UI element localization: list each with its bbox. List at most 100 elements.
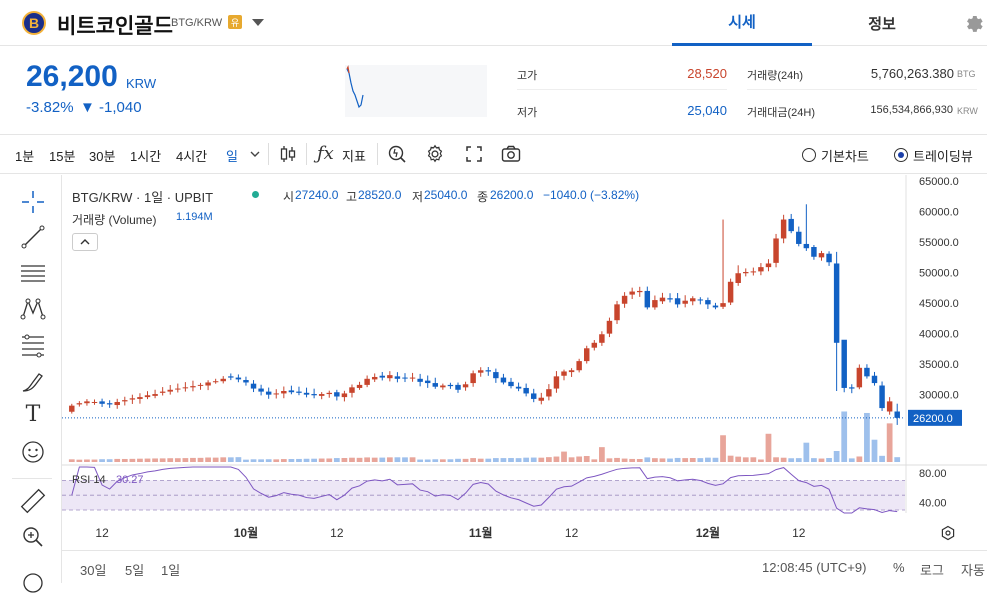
volume-bar bbox=[712, 457, 719, 462]
volume-bar bbox=[386, 457, 393, 462]
high-value: 28,520 bbox=[687, 66, 727, 81]
candle-body bbox=[379, 375, 385, 378]
volume-bar bbox=[621, 458, 628, 462]
bitcoin-gold-logo-icon: B bbox=[22, 11, 46, 35]
candle-body bbox=[288, 390, 295, 393]
log-toggle[interactable]: 로그 bbox=[920, 563, 944, 578]
brush-icon[interactable] bbox=[19, 367, 47, 395]
timeframe-1m[interactable]: 1분 bbox=[15, 149, 35, 164]
volume-bar bbox=[833, 451, 840, 462]
chevron-down-icon[interactable] bbox=[248, 147, 262, 161]
volume-bar bbox=[447, 459, 454, 462]
range-30d[interactable]: 30일 bbox=[80, 563, 107, 578]
header-bar: B 비트코인골드 BTG/KRW 유 시세 정보 bbox=[0, 0, 987, 46]
candle-body bbox=[341, 393, 348, 398]
amount-unit: KRW bbox=[957, 106, 978, 116]
volume-bar bbox=[220, 457, 227, 462]
price-chart[interactable]: 65000.0 60000.0 55000.0 50000.0 45000.0 40000… bbox=[62, 175, 987, 550]
volume-bar bbox=[538, 457, 545, 462]
fullscreen-icon[interactable] bbox=[463, 143, 485, 165]
gear-icon[interactable] bbox=[424, 143, 446, 165]
candle-body bbox=[447, 384, 454, 387]
volume-bar bbox=[318, 458, 325, 462]
horizontal-lines-icon[interactable] bbox=[19, 259, 47, 287]
candle-body bbox=[720, 303, 726, 307]
volume-bar bbox=[333, 458, 340, 462]
alert-icon[interactable] bbox=[386, 143, 408, 165]
candle-body bbox=[220, 378, 226, 382]
volume-bar bbox=[508, 458, 514, 462]
candle-body bbox=[637, 290, 643, 293]
volume-bar bbox=[121, 458, 128, 462]
time-axis-tick: 12 bbox=[95, 526, 109, 540]
candle-body bbox=[546, 389, 552, 397]
timeframe-1d[interactable]: 일 bbox=[226, 149, 238, 164]
timeframe-15m[interactable]: 15분 bbox=[49, 149, 76, 164]
timeframe-30m[interactable]: 30분 bbox=[89, 149, 116, 164]
candle-body bbox=[500, 377, 507, 383]
volume-bar bbox=[811, 458, 817, 462]
tab-quote[interactable]: 시세 bbox=[672, 0, 812, 46]
volume-bar bbox=[197, 457, 204, 462]
chart-settings-icon[interactable] bbox=[940, 525, 956, 541]
volume-bar bbox=[129, 458, 136, 462]
indicators-button[interactable]: 지표 bbox=[342, 149, 366, 164]
chevron-down-icon[interactable] bbox=[252, 19, 264, 26]
candle-body bbox=[697, 299, 704, 301]
range-1d[interactable]: 1일 bbox=[161, 563, 181, 578]
volume-bar bbox=[545, 457, 552, 462]
candle-body bbox=[788, 218, 794, 232]
indicator-fx-icon[interactable]: ƒx bbox=[317, 143, 334, 164]
volume-bar bbox=[485, 458, 492, 462]
volume-bar bbox=[84, 459, 90, 462]
basic-chart-label[interactable]: 기본차트 bbox=[821, 149, 869, 164]
range-5d[interactable]: 5일 bbox=[125, 563, 145, 578]
candle-body bbox=[424, 380, 431, 384]
volume-bar bbox=[182, 458, 189, 462]
volume-bar bbox=[470, 458, 477, 462]
candle-type-icon[interactable] bbox=[277, 143, 299, 165]
chart-area[interactable]: 65000.0 60000.0 55000.0 50000.0 45000.0 40000… bbox=[62, 175, 987, 583]
candle-body bbox=[197, 384, 204, 386]
candle-body bbox=[894, 411, 900, 418]
candle-body bbox=[152, 394, 158, 396]
tradingview-radio[interactable] bbox=[894, 148, 908, 162]
volume-bar bbox=[190, 457, 196, 462]
auto-toggle[interactable]: 자동 bbox=[961, 563, 985, 578]
candle-body bbox=[538, 397, 545, 401]
volume-bar bbox=[349, 457, 355, 462]
crosshair-icon[interactable] bbox=[19, 188, 47, 216]
candle-body bbox=[659, 297, 666, 302]
camera-icon[interactable] bbox=[500, 143, 522, 165]
emoji-icon[interactable] bbox=[19, 438, 47, 466]
pattern-icon[interactable] bbox=[19, 295, 47, 323]
tradingview-label[interactable]: 트레이딩뷰 bbox=[913, 149, 973, 164]
text-tool-icon[interactable]: T bbox=[25, 402, 41, 427]
tab-info[interactable]: 정보 bbox=[868, 15, 896, 33]
percent-toggle[interactable]: % bbox=[893, 560, 905, 575]
candle-body bbox=[508, 381, 514, 387]
legend-close-label: 종 bbox=[477, 190, 489, 204]
timeframe-4h[interactable]: 4시간 bbox=[176, 149, 208, 164]
magnet-icon[interactable] bbox=[19, 569, 47, 597]
volume-bar bbox=[667, 458, 673, 462]
candle-body bbox=[576, 361, 582, 371]
collapse-legend-button[interactable] bbox=[72, 233, 98, 251]
trend-line-icon[interactable] bbox=[19, 223, 47, 251]
basic-chart-radio[interactable] bbox=[802, 148, 816, 162]
gear-icon[interactable] bbox=[962, 12, 984, 34]
timeframe-1h[interactable]: 1시간 bbox=[130, 149, 162, 164]
candle-body bbox=[712, 305, 719, 308]
low-label: 저가 bbox=[517, 107, 538, 119]
candle-body bbox=[326, 392, 332, 395]
price-axis-tick: 40000.0 bbox=[919, 329, 959, 341]
fibonacci-icon[interactable] bbox=[19, 331, 47, 359]
candle-body bbox=[826, 253, 832, 263]
candle-body bbox=[349, 387, 355, 393]
candle-body bbox=[493, 372, 499, 379]
volume-bar bbox=[402, 457, 408, 462]
coin-name[interactable]: 비트코인골드 bbox=[57, 15, 173, 38]
zoom-in-icon[interactable] bbox=[19, 523, 47, 551]
ruler-icon[interactable] bbox=[19, 487, 47, 515]
clock[interactable]: 12:08:45 (UTC+9) bbox=[762, 560, 867, 575]
